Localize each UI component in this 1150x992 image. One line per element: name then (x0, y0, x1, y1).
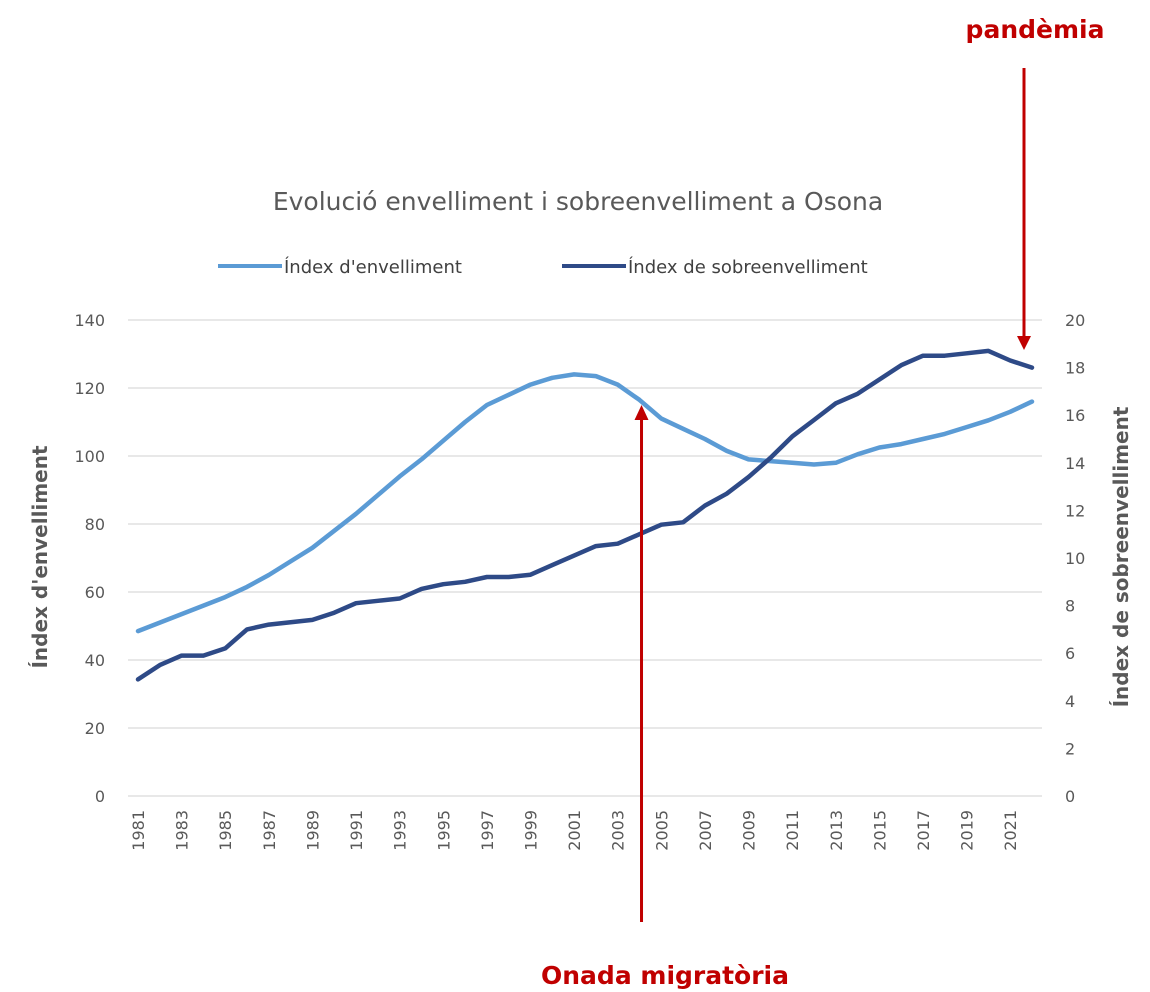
y-axis-left-ticks: 0 20 40 60 80 100 120 140 (74, 311, 105, 806)
x-axis-ticks: 1981 1983 1985 1987 1989 1991 1993 1995 1997 1999… (129, 810, 1020, 851)
x-tick-label: 1991 (347, 810, 366, 851)
x-tick-label: 2015 (870, 810, 889, 851)
y-axis-right-title: Índex de sobreenvelliment (1109, 406, 1133, 707)
x-tick-label: 2007 (696, 810, 715, 851)
x-tick-label: 2019 (958, 810, 977, 851)
x-tick-label: 1981 (129, 810, 148, 851)
y-right-tick-label: 18 (1065, 359, 1085, 378)
chart-title: Evolució envelliment i sobreenvelliment … (273, 187, 883, 216)
y-right-tick-label: 10 (1065, 549, 1085, 568)
y-left-tick-label: 40 (85, 651, 105, 670)
y-left-tick-label: 140 (74, 311, 105, 330)
y-right-tick-label: 8 (1065, 597, 1075, 616)
x-tick-label: 1989 (303, 810, 322, 851)
x-tick-label: 1983 (173, 810, 192, 851)
y-right-tick-label: 4 (1065, 692, 1075, 711)
series-lines (135, 348, 1035, 682)
x-tick-label: 2005 (652, 810, 671, 851)
x-tick-label: 2013 (827, 810, 846, 851)
annotations: pandèmia Onada migratòria (541, 15, 1104, 990)
x-tick-label: 2011 (783, 810, 802, 851)
legend: Índex d'envelliment Índex de sobreenvell… (218, 256, 868, 278)
gridlines (128, 319, 1042, 797)
series-line-0 (135, 372, 1035, 634)
y-axis-left-title: Índex d'envelliment (28, 445, 52, 668)
x-tick-label: 2021 (1001, 810, 1020, 851)
annotation-onada-arrowhead (634, 405, 649, 420)
x-tick-label: 1985 (216, 810, 235, 851)
x-tick-label: 1993 (391, 810, 410, 851)
annotation-pandemia: pandèmia (966, 15, 1105, 44)
x-tick-label: 1987 (260, 810, 279, 851)
annotation-onada-migratoria: Onada migratòria (541, 961, 789, 990)
x-tick-label: 1997 (478, 810, 497, 851)
y-left-tick-label: 60 (85, 583, 105, 602)
x-tick-label: 1995 (434, 810, 453, 851)
annotation-pandemia-arrowhead (1017, 336, 1031, 350)
legend-label-envelliment: Índex d'envelliment (284, 256, 462, 278)
y-left-tick-label: 120 (74, 379, 105, 398)
y-left-tick-label: 100 (74, 447, 105, 466)
y-axis-right-ticks: 0 2 4 6 8 10 12 14 16 18 20 (1065, 311, 1085, 806)
y-right-tick-label: 20 (1065, 311, 1085, 330)
x-tick-label: 1999 (521, 810, 540, 851)
x-tick-label: 2017 (914, 810, 933, 851)
y-left-tick-label: 80 (85, 515, 105, 534)
y-right-tick-label: 0 (1065, 787, 1075, 806)
y-right-tick-label: 14 (1065, 454, 1085, 473)
y-left-tick-label: 0 (95, 787, 105, 806)
x-tick-label: 2009 (740, 810, 759, 851)
series-line-1 (135, 348, 1035, 682)
y-right-tick-label: 16 (1065, 406, 1085, 425)
y-left-tick-label: 20 (85, 719, 105, 738)
x-tick-label: 2003 (609, 810, 628, 851)
x-tick-label: 2001 (565, 810, 584, 851)
legend-label-sobreenvelliment: Índex de sobreenvelliment (628, 256, 868, 278)
y-right-tick-label: 6 (1065, 644, 1075, 663)
y-right-tick-label: 12 (1065, 501, 1085, 520)
y-right-tick-label: 2 (1065, 739, 1075, 758)
